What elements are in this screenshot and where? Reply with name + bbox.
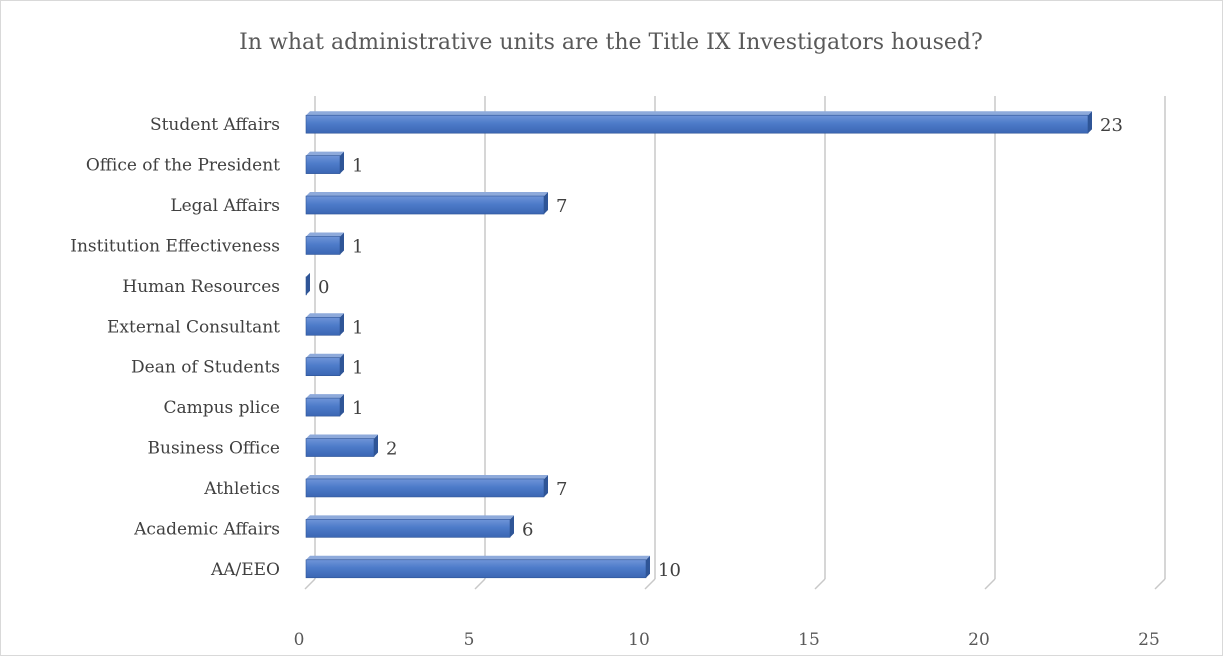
bar xyxy=(305,519,511,538)
bar-top-face xyxy=(306,555,650,560)
data-label: 0 xyxy=(318,277,329,298)
bar-end-cap xyxy=(340,353,344,376)
data-label: 10 xyxy=(658,560,681,581)
bar xyxy=(305,478,545,498)
gridline-floor xyxy=(304,578,316,590)
bar-top-face xyxy=(306,353,344,358)
gridline-floor xyxy=(814,578,826,590)
gridline-floor xyxy=(984,578,996,590)
category-label: Business Office xyxy=(148,439,281,459)
category-label: External Consultant xyxy=(107,317,280,337)
bar xyxy=(305,316,341,336)
gridline-floor xyxy=(644,578,656,590)
x-tick-label: 15 xyxy=(798,630,820,650)
category-label: Human Resources xyxy=(122,277,280,297)
x-tick-label: 10 xyxy=(628,630,650,650)
gridline-floor xyxy=(1154,578,1166,590)
bar-top-face xyxy=(306,111,1092,116)
category-label: Student Affairs xyxy=(150,115,280,135)
data-label: 1 xyxy=(352,317,363,338)
data-label: 1 xyxy=(352,358,363,379)
bar-top-face xyxy=(306,515,514,520)
chart-title: In what administrative units are the Tit… xyxy=(239,30,983,55)
category-label: Legal Affairs xyxy=(170,196,280,216)
bar xyxy=(305,155,341,174)
bar xyxy=(305,236,341,255)
bar-end-cap xyxy=(340,394,344,417)
data-label: 1 xyxy=(352,156,363,177)
category-labels: AA/EEO Academic Affairs Athletics Business … xyxy=(70,115,280,580)
x-tick-label: 25 xyxy=(1138,630,1160,650)
data-label: 7 xyxy=(556,479,567,500)
bar xyxy=(305,114,1089,134)
x-tick-label: 20 xyxy=(968,630,990,650)
bar-end-cap xyxy=(544,474,548,497)
category-label: Office of the President xyxy=(86,156,280,176)
x-tick-label: 5 xyxy=(464,630,475,650)
category-label: Dean of Students xyxy=(131,358,280,378)
x-axis-ticks: 0 5 10 15 20 25 xyxy=(294,630,1160,650)
bar-end-cap xyxy=(306,272,310,295)
bar xyxy=(305,397,341,417)
bar xyxy=(305,195,545,215)
bar-end-cap xyxy=(374,434,378,457)
bar-top-face xyxy=(306,394,344,399)
gridline-floor xyxy=(474,578,486,590)
category-label: Institution Effectiveness xyxy=(70,236,280,256)
bar-top-face xyxy=(306,192,548,197)
bar-end-cap xyxy=(646,555,650,578)
bar xyxy=(305,559,647,579)
gridlines xyxy=(304,96,1166,590)
bar-end-cap xyxy=(340,232,344,255)
bar-top-face xyxy=(306,151,344,156)
data-label: 6 xyxy=(522,519,533,540)
bar-end-cap xyxy=(544,192,548,215)
bar-end-cap xyxy=(340,151,344,174)
category-label: Athletics xyxy=(203,479,280,499)
category-label: Academic Affairs xyxy=(133,519,280,539)
bar-series xyxy=(305,111,1092,579)
bar xyxy=(305,438,375,457)
bar-end-cap xyxy=(340,313,344,336)
category-label: AA/EEO xyxy=(210,560,280,580)
bar-top-face xyxy=(306,434,378,439)
category-label: Campus plice xyxy=(163,398,280,418)
data-label: 1 xyxy=(352,236,363,257)
bar-top-face xyxy=(306,474,548,479)
data-label: 23 xyxy=(1100,115,1123,136)
data-label: 2 xyxy=(386,439,397,460)
bar xyxy=(305,276,307,296)
x-tick-label: 0 xyxy=(294,630,305,650)
data-label: 1 xyxy=(352,398,363,419)
bar xyxy=(305,357,341,377)
bar-end-cap xyxy=(1088,111,1092,134)
data-label: 7 xyxy=(556,196,567,217)
bar-end-cap xyxy=(510,515,514,538)
bar-top-face xyxy=(306,313,344,318)
bar-top-face xyxy=(306,232,344,237)
